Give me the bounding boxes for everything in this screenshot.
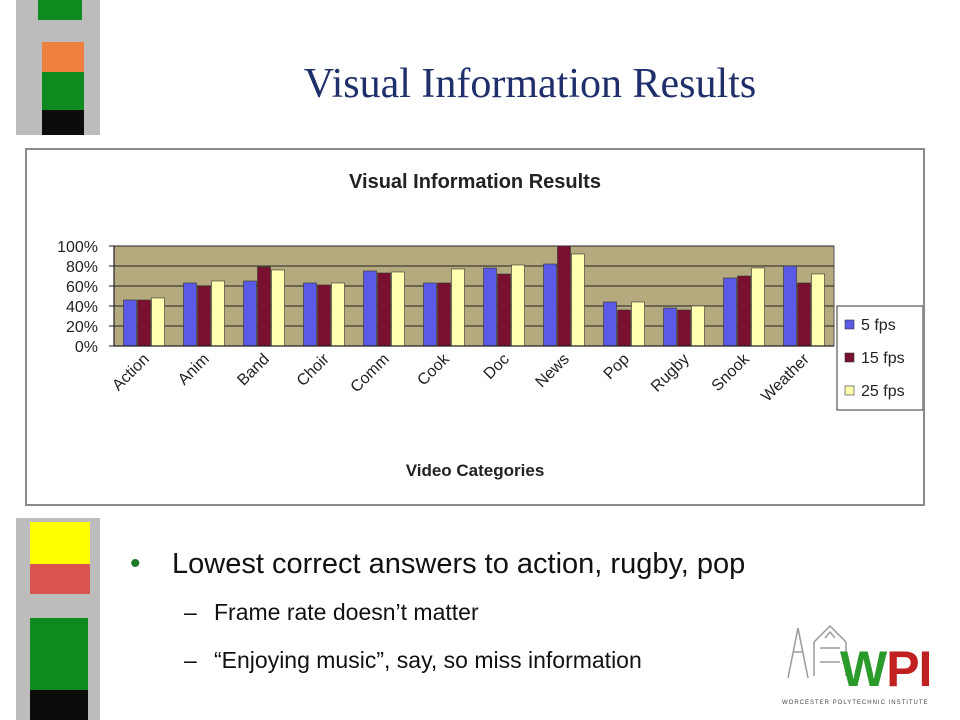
bar	[451, 268, 465, 347]
x-tick-label: Doc	[481, 351, 513, 383]
x-tick-label: Snook	[709, 350, 754, 395]
deco-block-green-bottom	[30, 618, 88, 690]
dash-icon: –	[184, 599, 197, 625]
x-tick-label: Rugby	[648, 351, 693, 396]
bar	[663, 307, 677, 347]
legend-swatch	[844, 352, 855, 363]
bar	[677, 309, 691, 347]
y-tick-label: 20%	[66, 319, 98, 336]
slide-title: Visual Information Results	[303, 61, 757, 107]
chart-title: Visual Information Results	[349, 171, 601, 193]
x-tick-label: Action	[109, 351, 152, 394]
y-tick-label: 80%	[66, 259, 98, 276]
bar	[243, 280, 257, 347]
dash-icon: –	[184, 647, 197, 673]
deco-block-green	[42, 72, 84, 110]
y-tick-label: 40%	[66, 299, 98, 316]
bar	[151, 297, 165, 347]
bar	[377, 272, 391, 347]
bar	[483, 267, 497, 347]
bar	[737, 275, 751, 347]
wpi-logo-subtitle: WORCESTER POLYTECHNIC INSTITUTE	[782, 700, 929, 706]
bar	[257, 266, 271, 347]
bar	[557, 245, 571, 347]
bar	[571, 253, 585, 347]
deco-block-yellow	[30, 522, 90, 564]
wpi-logo-pi: PI	[886, 641, 932, 697]
x-tick-label: Pop	[601, 351, 633, 383]
bar	[811, 273, 825, 347]
legend-label: 5 fps	[861, 317, 896, 334]
bar	[183, 282, 197, 347]
bar	[797, 282, 811, 347]
bar	[331, 282, 345, 347]
legend-label: 25 fps	[861, 383, 905, 400]
bar	[437, 282, 451, 347]
wpi-logo: WPI	[840, 640, 932, 698]
wpi-building-icon	[787, 624, 847, 679]
bar-chart: Visual Information Results 0% 20% 40% 60% 80%…	[57, 171, 923, 480]
x-tick-label: Weather	[758, 350, 813, 405]
bar	[303, 282, 317, 347]
x-axis-label: Video Categories	[406, 461, 545, 480]
deco-block-green-top	[38, 0, 82, 20]
deco-block-black	[42, 110, 84, 135]
bar	[211, 280, 225, 347]
legend-label: 15 fps	[861, 350, 905, 367]
chart-frame: Visual Information Results 0% 20% 40% 60% 80%…	[25, 148, 925, 506]
bar	[271, 269, 285, 347]
legend-swatch	[844, 385, 855, 396]
bullet-list: • Lowest correct answers to action, rugb…	[130, 540, 930, 684]
bullet-sub-1: – Frame rate doesn’t matter	[130, 588, 930, 636]
bar	[137, 299, 151, 347]
deco-block-black-bottom	[30, 690, 88, 720]
bar	[631, 301, 645, 347]
x-tick-label: Comm	[347, 351, 392, 396]
bullet-main-text: Lowest correct answers to action, rugby,…	[172, 548, 746, 580]
bar	[511, 264, 525, 347]
bullet-main: • Lowest correct answers to action, rugb…	[130, 540, 930, 588]
bar	[497, 273, 511, 347]
bar	[783, 265, 797, 347]
bullet-dot-icon: •	[130, 547, 141, 580]
y-tick-label: 100%	[57, 239, 98, 256]
bar	[123, 299, 137, 347]
bar	[617, 309, 631, 347]
deco-block-red	[30, 564, 90, 594]
x-tick-label: Anim	[175, 351, 213, 389]
bar	[603, 301, 617, 347]
bar	[317, 284, 331, 347]
plot-area	[113, 245, 835, 347]
wpi-logo-w: W	[840, 641, 887, 697]
x-tick-label: Choir	[294, 350, 334, 390]
y-tick-label: 60%	[66, 279, 98, 296]
bar	[391, 271, 405, 347]
bar	[723, 277, 737, 347]
legend-swatch	[844, 319, 855, 330]
x-tick-label: Band	[234, 351, 272, 389]
deco-block-orange	[42, 42, 84, 72]
bar	[197, 285, 211, 347]
bullet-sub-2-text: “Enjoying music”, say, so miss informati…	[214, 647, 642, 673]
bar	[423, 282, 437, 347]
bar	[751, 267, 765, 347]
y-tick-label: 0%	[75, 339, 98, 356]
bar	[363, 270, 377, 347]
bullet-sub-2: – “Enjoying music”, say, so miss informa…	[130, 636, 930, 684]
bar	[691, 305, 705, 347]
bar	[543, 263, 557, 347]
bullet-sub-1-text: Frame rate doesn’t matter	[214, 599, 479, 625]
x-tick-label: News	[533, 351, 573, 391]
x-tick-label: Cook	[414, 350, 453, 389]
